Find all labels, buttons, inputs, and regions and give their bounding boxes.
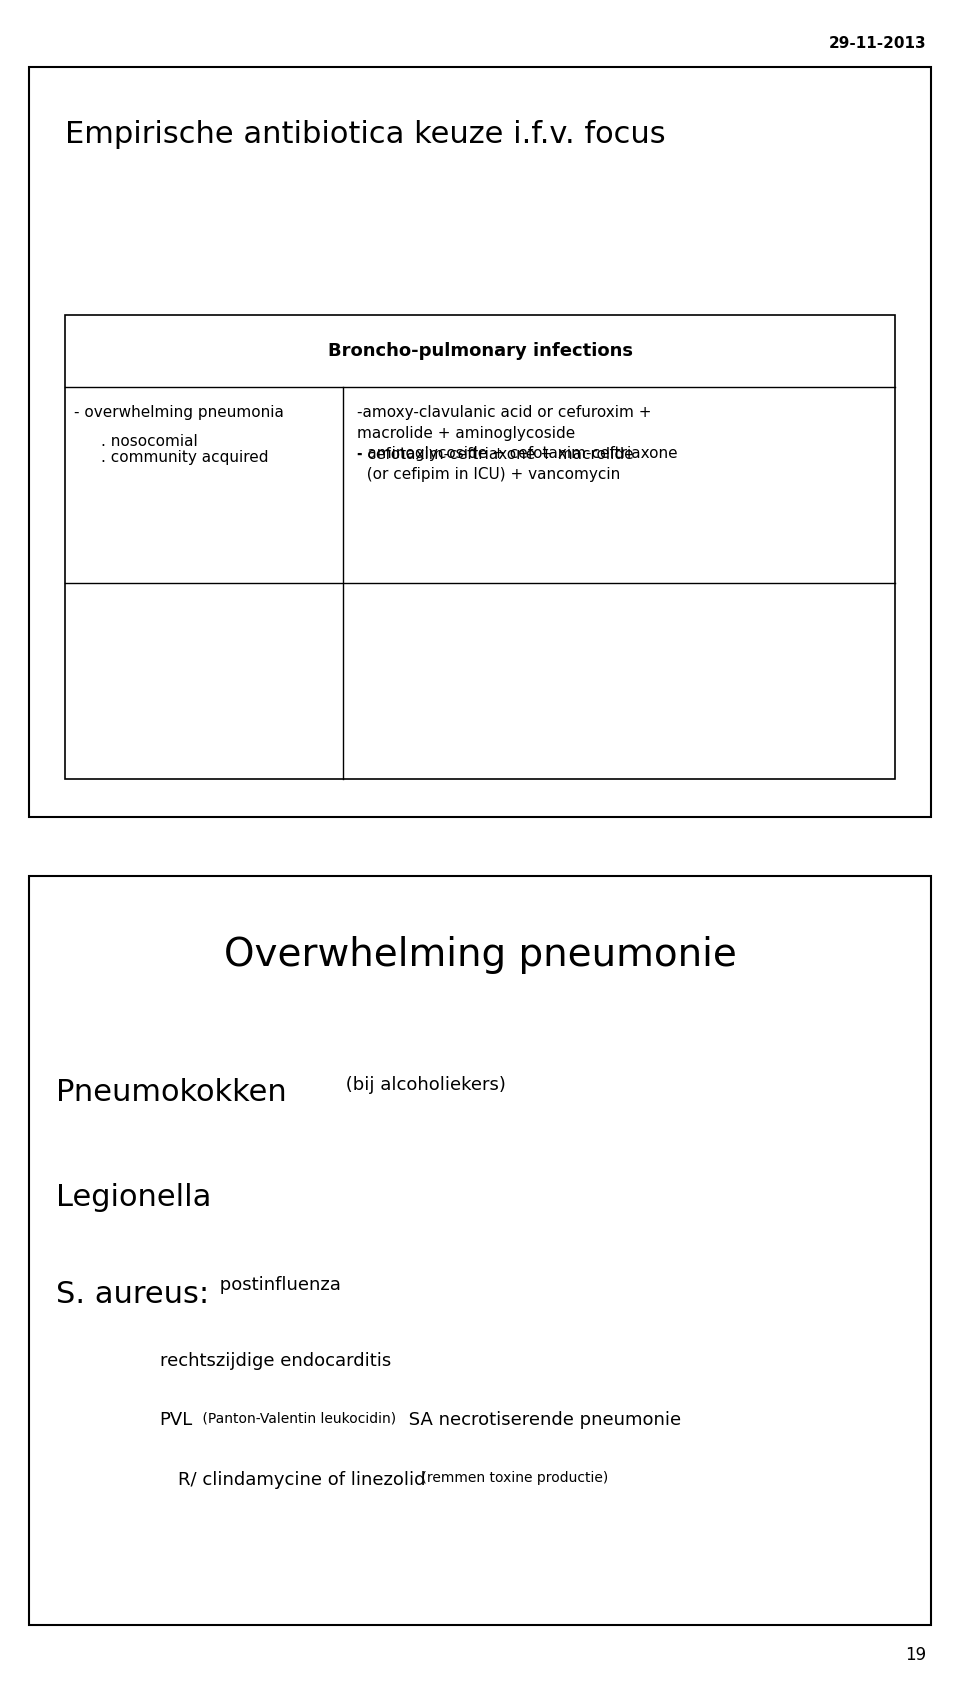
Text: postinfluenza: postinfluenza [214,1276,341,1293]
Text: - aminoglycoside + cefotaxim-ceftriaxone
  (or cefipim in ICU) + vancomycin: - aminoglycoside + cefotaxim-ceftriaxone… [356,446,677,482]
Text: -amoxy-clavulanic acid or cefuroxim +
macrolide + aminoglycoside
- cefotaxim-cef: -amoxy-clavulanic acid or cefuroxim + ma… [356,406,651,463]
Text: Legionella: Legionella [56,1182,211,1212]
Text: R/ clindamycine of linezolid: R/ clindamycine of linezolid [178,1472,425,1489]
Text: rechtszijdige endocarditis: rechtszijdige endocarditis [159,1352,391,1369]
Text: . nosocomial: . nosocomial [101,434,198,448]
Text: Pneumokokken: Pneumokokken [56,1078,287,1106]
Text: (bij alcoholiekers): (bij alcoholiekers) [340,1076,506,1095]
Text: Overwhelming pneumonie: Overwhelming pneumonie [224,936,736,973]
Text: 29-11-2013: 29-11-2013 [828,35,926,51]
Text: (Panton-Valentin leukocidin): (Panton-Valentin leukocidin) [198,1411,396,1425]
Text: SA necrotiserende pneumonie: SA necrotiserende pneumonie [403,1411,682,1430]
Text: . community acquired: . community acquired [101,450,269,465]
Bar [65,315,895,780]
Text: - overwhelming pneumonia: - overwhelming pneumonia [74,406,284,421]
Text: (remmen toxine productie): (remmen toxine productie) [417,1472,608,1485]
Text: S. aureus:: S. aureus: [56,1280,209,1310]
Text: Broncho-pulmonary infections: Broncho-pulmonary infections [327,342,633,360]
Text: 19: 19 [905,1645,926,1664]
Text: Empirische antibiotica keuze i.f.v. focus: Empirische antibiotica keuze i.f.v. focu… [65,120,665,148]
Text: PVL: PVL [159,1411,193,1430]
